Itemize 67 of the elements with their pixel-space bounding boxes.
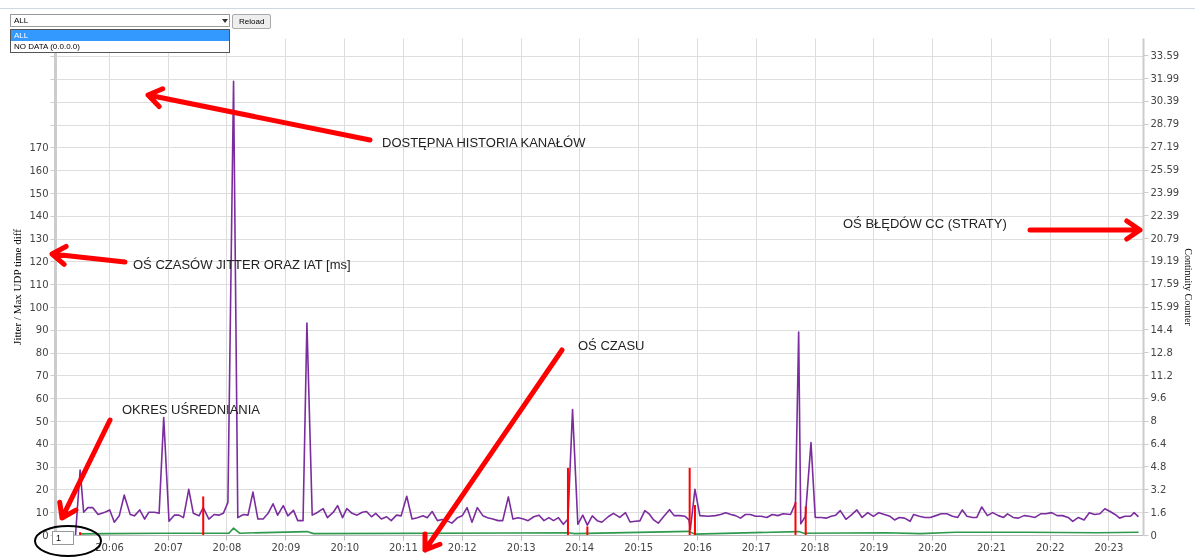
y2-tick-label: 12.8	[1150, 346, 1173, 358]
y2-tick-label: 28.79	[1150, 118, 1180, 130]
x-tick-label: 20:15	[624, 541, 654, 553]
y2-tick-label: 22.39	[1150, 209, 1180, 221]
x-tick-label: 20:18	[800, 541, 830, 553]
x-tick-label: 20:11	[388, 541, 418, 553]
y-tick-label: 170	[29, 141, 49, 153]
y2-tick-label: 23.99	[1150, 186, 1180, 198]
y-tick-label: 160	[29, 164, 49, 176]
dropdown-option: NO DATA (0.0.0.0)	[10, 41, 230, 53]
y-tick-label: 100	[29, 301, 49, 313]
x-tick-label: 20:19	[859, 541, 889, 553]
x-tick-label: 20:23	[1094, 541, 1124, 553]
annotation: DOSTĘPNA HISTORIA KANAŁÓW	[382, 135, 586, 150]
y-tick-label: 140	[29, 210, 49, 222]
text-field: 1	[52, 531, 74, 545]
y2-tick-label: 6.4	[1150, 438, 1167, 450]
y2-tick-label: 0	[1150, 529, 1157, 541]
y2-tick-label: 27.19	[1150, 141, 1180, 153]
y2-tick-label: 8	[1150, 415, 1157, 427]
y2-tick-label: 25.59	[1150, 164, 1180, 176]
y2-tick-label: 19.19	[1150, 255, 1180, 267]
y2-tick-label: 1.6	[1150, 506, 1167, 518]
y2-tick-label: 3.2	[1150, 483, 1167, 495]
y-tick-label: 150	[29, 187, 49, 199]
y-tick-label: 50	[35, 415, 49, 427]
y-tick-label: 110	[29, 278, 49, 290]
y-tick-label: 80	[35, 347, 49, 359]
y2-tick-label: 15.99	[1150, 301, 1180, 313]
x-tick-label: 20:16	[683, 541, 712, 553]
x-tick-label: 20:22	[1035, 541, 1065, 553]
y2-tick-label: 11.2	[1150, 369, 1173, 381]
y2-tick-label: 4.8	[1150, 460, 1167, 472]
annotation: OŚ CZASU	[578, 338, 645, 353]
x-tick-label: 20:17	[741, 541, 771, 553]
x-tick-label: 20:09	[271, 541, 301, 553]
dropdown-option: ALL	[10, 29, 230, 41]
y-tick-label: 10	[35, 506, 49, 518]
dropdown: ALL	[10, 14, 230, 27]
x-tick-label: 20:14	[565, 541, 595, 553]
annotation: OŚ BŁĘDÓW CC (STRATY)	[843, 216, 1007, 231]
y2-tick-label: 9.6	[1150, 392, 1167, 404]
y-tick-label: 120	[29, 255, 49, 267]
y-tick-label: 20	[35, 483, 49, 495]
y-tick-label: 0	[42, 529, 49, 541]
y2-tick-label: 17.59	[1150, 278, 1180, 290]
x-tick-label: 20:10	[330, 541, 360, 553]
y-axis-title: Jitter / Max UDP time diff	[11, 228, 24, 345]
y2-tick-label: 30.39	[1150, 95, 1180, 107]
y-tick-label: 30	[35, 461, 49, 473]
x-tick-label: 20:13	[506, 541, 536, 553]
y2-tick-label: 33.59	[1150, 49, 1180, 61]
y2-tick-label: 31.99	[1150, 72, 1180, 84]
y-tick-label: 90	[35, 324, 49, 336]
x-tick-label: 20:07	[154, 541, 183, 553]
x-tick-label: 20:12	[447, 541, 477, 553]
x-tick-label: 20:21	[976, 541, 1006, 553]
button: Reload	[232, 14, 272, 29]
y2-tick-label: 20.79	[1150, 232, 1180, 244]
y2-axis-title: Continuity Counter	[1183, 248, 1195, 327]
x-tick-label: 20:20	[918, 541, 947, 553]
x-tick-label: 20:08	[212, 541, 242, 553]
y2-tick-label: 14.4	[1150, 323, 1173, 335]
y-tick-label: 40	[35, 438, 49, 450]
y-tick-label: 60	[35, 392, 49, 404]
y-tick-label: 70	[35, 369, 49, 381]
y-tick-label: 130	[29, 233, 49, 245]
